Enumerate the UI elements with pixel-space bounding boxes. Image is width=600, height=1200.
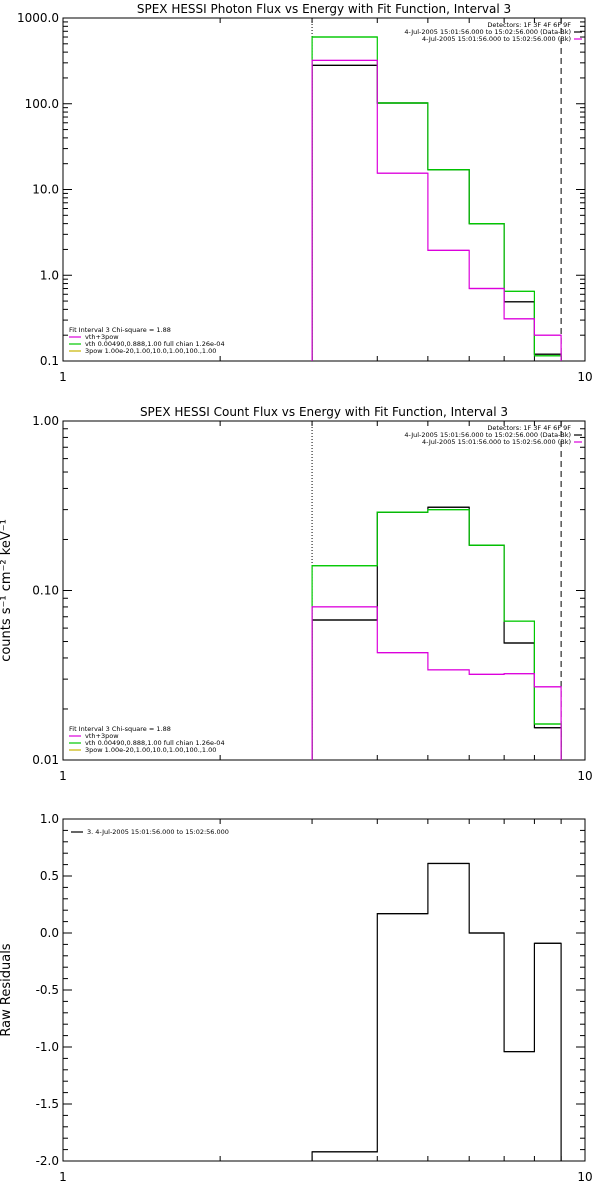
y-tick-label: -1.5 xyxy=(36,1097,59,1111)
x-tick-label: 10 xyxy=(577,1170,592,1184)
y-tick-label: 1.0 xyxy=(40,268,59,282)
info-line: 4-Jul-2005 15:01:56.000 to 15:02:56.000 … xyxy=(404,28,571,36)
fit-legend-entry: vth+3pow xyxy=(85,732,119,740)
x-tick-label: 1 xyxy=(59,1170,67,1184)
y-tick-label: -1.0 xyxy=(36,1040,59,1054)
fit-legend-entry: 3pow 1.00e-20,1.00,10.0,1.00,100.,1.00 xyxy=(85,746,216,754)
chart-panel-3: Raw Residuals 1 10 -2.0 -1.5 -1.0 -0.5 0.0 0.5 1.… xyxy=(0,812,593,1184)
fit-legend-entry: vth 0.00490,0.888,1.00 full chian 1.26e-… xyxy=(85,739,225,747)
info-line: 4-Jul-2005 15:01:56.000 to 15:02:56.000 … xyxy=(422,35,571,43)
y-tick-label: 1.00 xyxy=(32,414,59,428)
info-line: 4-Jul-2005 15:01:56.000 to 15:02:56.000 … xyxy=(422,438,571,446)
plot-frame xyxy=(62,420,586,761)
y-tick-label: -2.0 xyxy=(36,1154,59,1168)
y-tick-label: 0.01 xyxy=(32,753,59,767)
x-tick-label: 1 xyxy=(59,769,67,783)
chart-title: SPEX HESSI Photon Flux vs Energy with Fi… xyxy=(137,2,511,16)
fit-info: Fit Interval 3 Chi-square = 1.88 xyxy=(69,326,171,334)
fit-legend-entry: vth 0.00490,0.888,1.00 full chian 1.26e-… xyxy=(85,340,225,348)
y-tick-label: 0.1 xyxy=(40,354,59,368)
plot-frame xyxy=(62,17,586,362)
series-line-1 xyxy=(311,64,562,361)
y-tick-label: 100.0 xyxy=(25,97,59,111)
y-tick-label: 10.0 xyxy=(32,183,59,197)
y-tick-label: 0.0 xyxy=(40,926,59,940)
chart-panel-1: SPEX HESSI Photon Flux vs Energy with Fi… xyxy=(17,2,593,384)
x-tick-label: 1 xyxy=(59,370,67,384)
y-tick-label: 1.0 xyxy=(40,812,59,826)
legend-entry: 3. 4-Jul-2005 15:01:56.000 to 15:02:56.0… xyxy=(87,828,229,836)
series-line-3 xyxy=(311,606,562,760)
x-tick-label: 10 xyxy=(577,769,592,783)
chart-panel-2: SPEX HESSI Count Flux vs Energy with Fit… xyxy=(0,405,593,783)
fit-legend-entry: 3pow 1.00e-20,1.00,10.0,1.00,100.,1.00 xyxy=(85,347,216,355)
y-tick-label: 0.5 xyxy=(40,869,59,883)
y-tick-label: 0.10 xyxy=(32,584,59,598)
fit-legend-entry: vth+3pow xyxy=(85,333,119,341)
chart-title: SPEX HESSI Count Flux vs Energy with Fit… xyxy=(140,405,508,419)
y-axis-label: Raw Residuals xyxy=(0,943,14,1036)
info-line: 4-Jul-2005 15:01:56.000 to 15:02:56.000 … xyxy=(404,431,571,439)
x-tick-label: 10 xyxy=(577,370,592,384)
series-line-1 xyxy=(311,862,562,1161)
y-tick-label: -0.5 xyxy=(36,983,59,997)
series-line-2 xyxy=(311,36,562,361)
y-tick-label: 1000.0 xyxy=(17,11,59,25)
series-line-2 xyxy=(311,509,562,760)
info-line: Detectors: 1F 3F 4F 6F 9F xyxy=(487,424,571,432)
fit-info: Fit Interval 3 Chi-square = 1.88 xyxy=(69,725,171,733)
series-line-3 xyxy=(311,59,562,361)
info-line: Detectors: 1F 3F 4F 6F 9F xyxy=(487,21,571,29)
y-axis-label: counts s⁻¹ cm⁻² keV⁻¹ xyxy=(0,519,14,662)
plot-frame xyxy=(62,818,586,1162)
series-line-1 xyxy=(311,506,562,760)
